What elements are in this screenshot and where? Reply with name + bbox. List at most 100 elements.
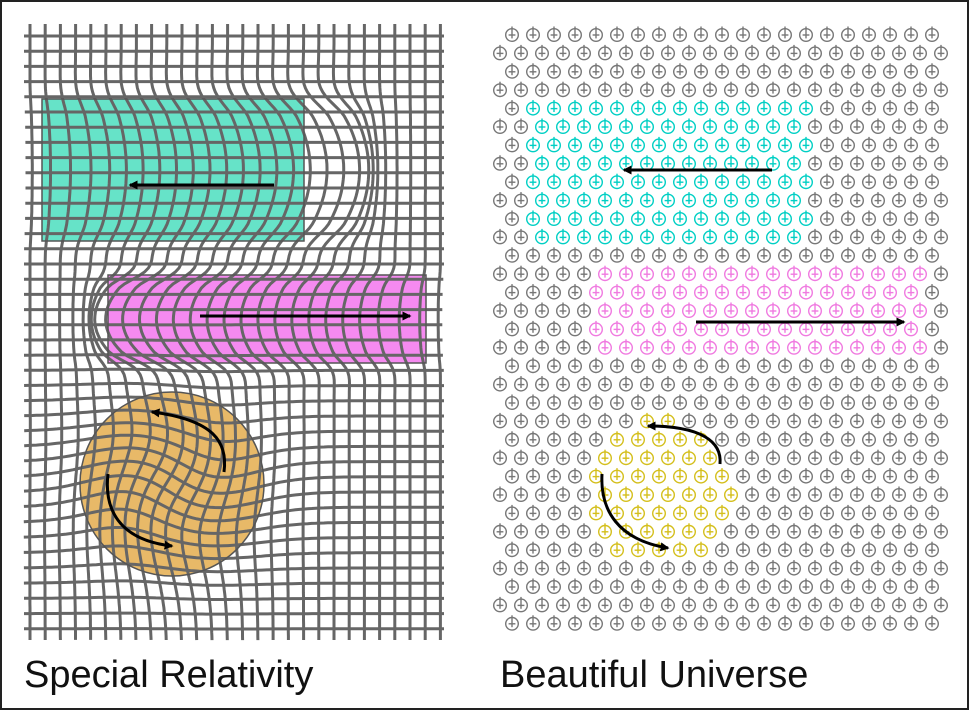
- lattice-node: [505, 394, 520, 411]
- lattice-node: [631, 578, 646, 595]
- lattice-node: [871, 228, 886, 245]
- lattice-node: [871, 265, 886, 282]
- lattice-node: [610, 578, 625, 595]
- lattice-node: [757, 136, 772, 153]
- gold-rotation-arrow-lower: [600, 473, 670, 552]
- lattice-node: [904, 578, 919, 595]
- lattice-node: [631, 615, 646, 631]
- lattice-node: [892, 118, 907, 134]
- lattice-node: [787, 339, 802, 355]
- lattice-node: [535, 523, 550, 539]
- lattice-node: [757, 284, 772, 300]
- disc-outline: [79, 391, 265, 577]
- grid-line: [23, 507, 444, 535]
- lattice-node: [661, 486, 676, 503]
- lattice-node: [631, 63, 646, 79]
- lattice-node: [904, 173, 919, 190]
- lattice-node: [766, 376, 781, 392]
- lattice-node: [766, 44, 781, 61]
- lattice-node: [715, 578, 730, 595]
- lattice-node: [535, 560, 550, 576]
- lattice-node: [568, 578, 583, 595]
- lattice-node: [682, 449, 697, 466]
- lattice-node: [673, 504, 688, 521]
- lattice-node: [724, 44, 739, 61]
- lattice-node: [526, 357, 541, 374]
- lattice-node: [904, 136, 919, 153]
- lattice-node: [640, 376, 655, 392]
- lattice-node: [934, 560, 949, 576]
- lattice-node: [736, 357, 751, 374]
- lattice-node: [556, 560, 571, 576]
- lattice-node: [799, 100, 814, 116]
- lattice-node: [850, 449, 865, 466]
- lattice-node: [724, 155, 739, 171]
- lattice-node: [736, 26, 751, 43]
- lattice-node: [577, 376, 592, 392]
- lattice-node: [925, 578, 940, 595]
- lattice-node: [493, 44, 508, 61]
- rotation-arrow-lower: [105, 473, 174, 550]
- lattice-node: [493, 596, 508, 613]
- lattice-node: [682, 523, 697, 539]
- lattice-node: [745, 376, 760, 392]
- lattice-node: [631, 468, 646, 484]
- lattice-node: [871, 523, 886, 539]
- lattice-node: [682, 596, 697, 613]
- lattice-node: [694, 394, 709, 411]
- lattice-node: [841, 136, 856, 153]
- lattice-node: [694, 615, 709, 631]
- lattice-node: [652, 320, 667, 337]
- lattice-node: [892, 412, 907, 429]
- lattice-node: [526, 578, 541, 595]
- lattice-node: [757, 504, 772, 521]
- lattice-node: [652, 173, 667, 190]
- lattice-node: [724, 412, 739, 429]
- lattice-node: [913, 560, 928, 576]
- lattice-node: [934, 449, 949, 466]
- lattice-node: [757, 63, 772, 79]
- lattice-node: [493, 523, 508, 539]
- lattice-node: [661, 118, 676, 134]
- lattice-node: [535, 44, 550, 61]
- lattice-node: [913, 596, 928, 613]
- lattice-node: [547, 173, 562, 190]
- lattice-node: [904, 26, 919, 43]
- lattice-node: [556, 302, 571, 319]
- lattice-node: [568, 247, 583, 263]
- lattice-node: [598, 412, 613, 429]
- lattice-node: [652, 578, 667, 595]
- lattice-node: [934, 192, 949, 208]
- lattice-node: [673, 284, 688, 300]
- lattice-node: [787, 155, 802, 171]
- lattice-node: [526, 63, 541, 79]
- lattice-node: [745, 412, 760, 429]
- lattice-node: [850, 192, 865, 208]
- lattice-node: [820, 468, 835, 484]
- lattice-node: [652, 431, 667, 447]
- lattice-node: [820, 26, 835, 43]
- lattice-node: [505, 26, 520, 43]
- lattice-node: [892, 560, 907, 576]
- lattice-node: [547, 615, 562, 631]
- lattice-node: [589, 210, 604, 226]
- lattice-node: [778, 63, 793, 79]
- lattice-node: [514, 118, 529, 134]
- lattice-node: [703, 376, 718, 392]
- lattice-node: [577, 486, 592, 503]
- lattice-node: [934, 118, 949, 134]
- lattice-node: [577, 523, 592, 539]
- grid-line: [23, 490, 444, 523]
- lattice-node: [694, 247, 709, 263]
- lattice-node: [841, 26, 856, 43]
- lattice-node: [682, 376, 697, 392]
- lattice-node: [808, 228, 823, 245]
- grid-line: [436, 24, 442, 640]
- lattice-node: [757, 26, 772, 43]
- lattice-node: [589, 63, 604, 79]
- lattice-node: [913, 44, 928, 61]
- lattice-node: [820, 100, 835, 116]
- lattice-node: [736, 63, 751, 79]
- lattice-node: [598, 192, 613, 208]
